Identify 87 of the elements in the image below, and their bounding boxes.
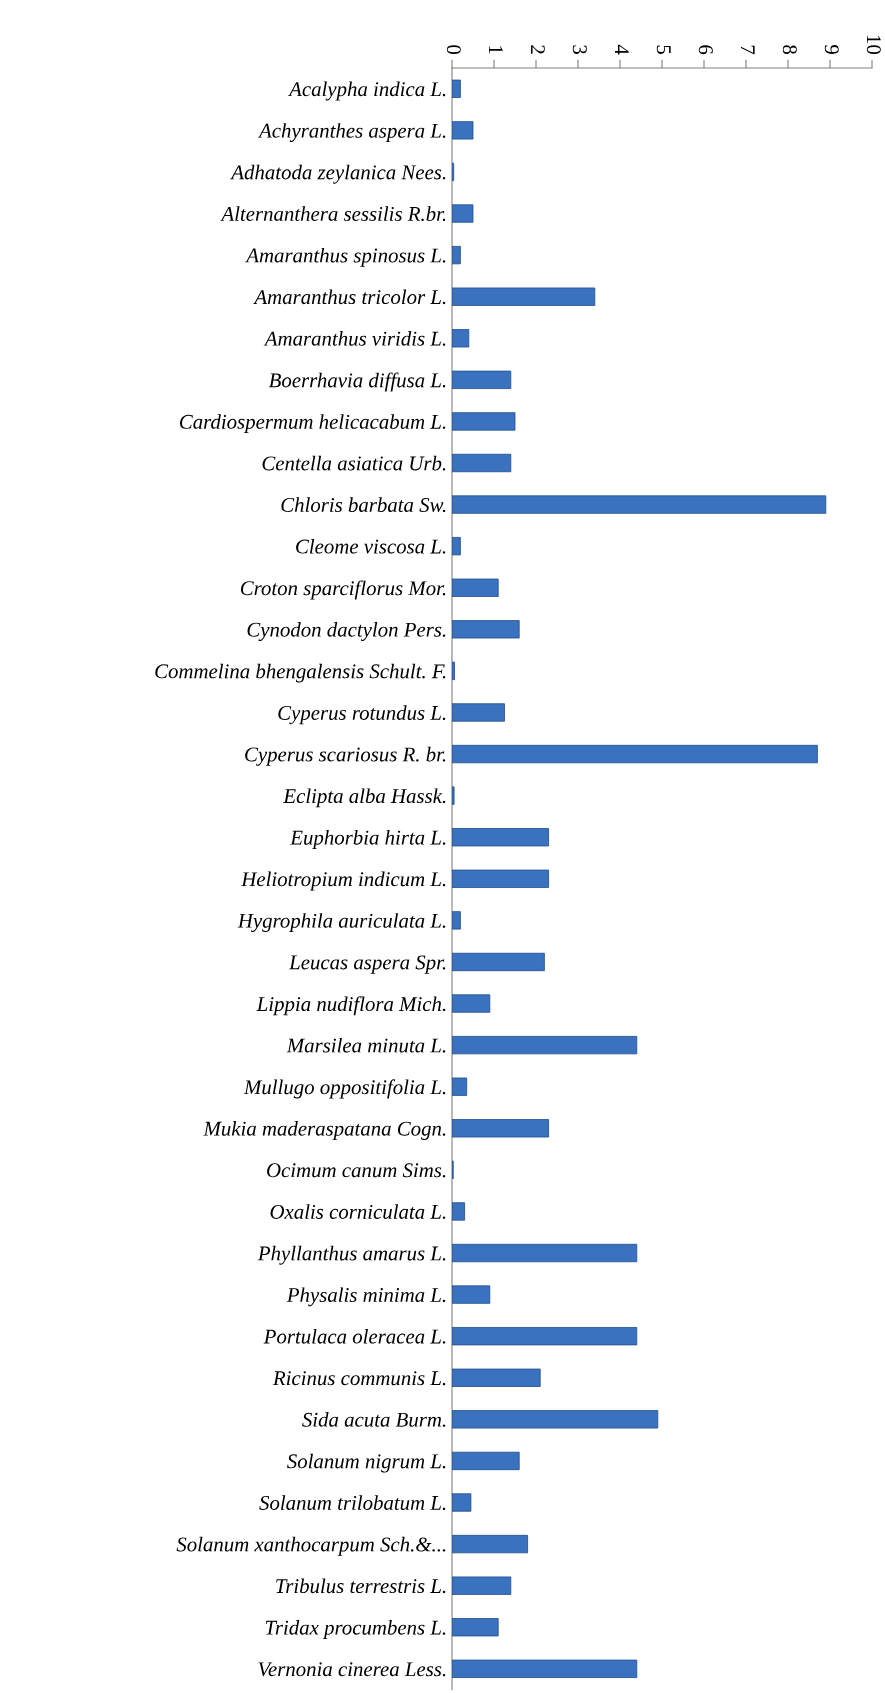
y-tick-label: Portulaca oleracea L. xyxy=(263,1328,446,1344)
bar xyxy=(452,1534,529,1554)
y-tick-label: Ocimum canum Sims. xyxy=(267,1163,446,1178)
y-tick-label: Commelina bhengalensis Schult. F. xyxy=(155,663,446,683)
bar xyxy=(452,1327,638,1346)
bar xyxy=(452,1618,499,1637)
y-tick-label: Achyranthes aspera L. xyxy=(257,123,446,143)
x-tick-label: 7 xyxy=(740,45,755,55)
x-tick-label: 2 xyxy=(530,45,545,54)
bar xyxy=(452,1285,491,1304)
y-tick-label: Amaranthus tricolor L. xyxy=(253,289,446,305)
y-tick-label: Ricinus communis L. xyxy=(272,1371,446,1386)
y-tick-label: Heliotropium indicum L. xyxy=(241,871,446,891)
bar xyxy=(452,786,455,805)
y-tick-label: Vernonia cinerea Less. xyxy=(258,1662,446,1677)
y-tick-label: Cleome viscosa L. xyxy=(296,538,446,554)
y-tick-label: Cyperus scariosus R. br. xyxy=(245,746,446,766)
x-tick-label: 4 xyxy=(614,44,629,55)
x-tick-label: 1 xyxy=(488,46,503,54)
bar xyxy=(452,1202,466,1221)
y-tick-label: Oxalis corniculata L. xyxy=(270,1204,446,1219)
y-tick-label: Cyperus rotundus L. xyxy=(278,705,446,725)
y-tick-label: Cynodon dactylon Pers. xyxy=(247,622,446,642)
bar xyxy=(452,495,827,514)
bar xyxy=(452,121,474,140)
bar xyxy=(452,828,550,847)
x-tick-label: 8 xyxy=(782,45,797,55)
bar xyxy=(452,370,512,389)
x-tick-label: 5 xyxy=(656,45,671,54)
bar xyxy=(452,537,461,556)
y-tick-label: Phyllanthus amarus L. xyxy=(257,1245,446,1265)
bar xyxy=(452,1035,638,1055)
y-tick-label: Leucas aspera Spr. xyxy=(288,955,446,974)
y-tick-label: Physalis minima L. xyxy=(286,1287,446,1307)
bar xyxy=(452,661,455,681)
bar xyxy=(452,79,461,98)
y-tick-label: Amaranthus viridis L. xyxy=(263,331,446,346)
y-tick-label: Eclipta alba Hassk. xyxy=(283,788,446,808)
y-tick-label: Sida acuta Burm. xyxy=(302,1412,446,1427)
bar xyxy=(452,204,474,223)
y-tick-label: Hygrophila auriculata L. xyxy=(237,913,446,933)
y-tick-label: Chloris barbata Sw. xyxy=(281,497,446,513)
y-tick-label: Marsilea minuta L. xyxy=(286,1037,446,1053)
bar xyxy=(452,1368,541,1387)
bar xyxy=(452,1659,638,1678)
y-tick-label: Alternanthera sessilis R.br. xyxy=(220,206,446,222)
y-tick-label: Solanum nigrum L. xyxy=(287,1453,446,1473)
bar xyxy=(452,994,491,1013)
bar xyxy=(452,869,550,888)
bar xyxy=(452,412,516,431)
bar xyxy=(452,1410,659,1429)
x-tick-label: 10 xyxy=(866,35,881,55)
y-tick-label: Euphorbia hirta L. xyxy=(290,830,446,849)
y-tick-label: Adhatoda zeylanica Nees. xyxy=(230,164,446,184)
y-tick-label: Cardiospermum helicacabum L. xyxy=(179,414,446,434)
x-tick-label: 3 xyxy=(572,45,587,54)
bar xyxy=(452,744,818,764)
bar xyxy=(452,1493,472,1512)
x-tick-label: 6 xyxy=(698,45,713,55)
y-tick-label: Lippia nudiflora Mich. xyxy=(256,996,446,1016)
bar xyxy=(452,1119,550,1138)
bar xyxy=(452,453,512,473)
bar xyxy=(452,620,520,639)
y-tick-label: Acalypha indica L. xyxy=(288,81,446,101)
y-tick-label: Tribulus terrestris L. xyxy=(276,1578,446,1594)
x-tick-label: 9 xyxy=(824,45,839,54)
bar xyxy=(452,1243,638,1263)
bar xyxy=(452,245,461,265)
y-tick-label: Tridax procumbens L. xyxy=(265,1620,446,1639)
y-tick-label: Centella asiatica Urb. xyxy=(262,455,446,471)
bar xyxy=(452,911,461,930)
bar xyxy=(452,1077,468,1096)
y-tick-label: Mukia maderaspatana Cogn. xyxy=(203,1121,446,1140)
bar xyxy=(452,703,505,722)
bar xyxy=(452,287,596,306)
bar xyxy=(452,952,545,972)
bar xyxy=(452,1576,512,1595)
y-tick-label: Solanum trilobatum L. xyxy=(259,1495,446,1511)
bar xyxy=(452,329,470,348)
bar xyxy=(452,578,499,597)
x-tick-label: 0 xyxy=(446,45,461,55)
y-tick-label: Mullugo oppositifolia L. xyxy=(243,1079,446,1099)
y-tick-label: Boerrhavia diffusa L. xyxy=(268,372,446,392)
y-tick-label: Croton sparciflorus Mor. xyxy=(240,580,446,600)
y-tick-label: Amaranthus spinosus L. xyxy=(245,247,446,267)
bar xyxy=(452,1451,520,1471)
y-tick-label: Solanum xanthocarpum Sch.&... xyxy=(176,1536,446,1556)
